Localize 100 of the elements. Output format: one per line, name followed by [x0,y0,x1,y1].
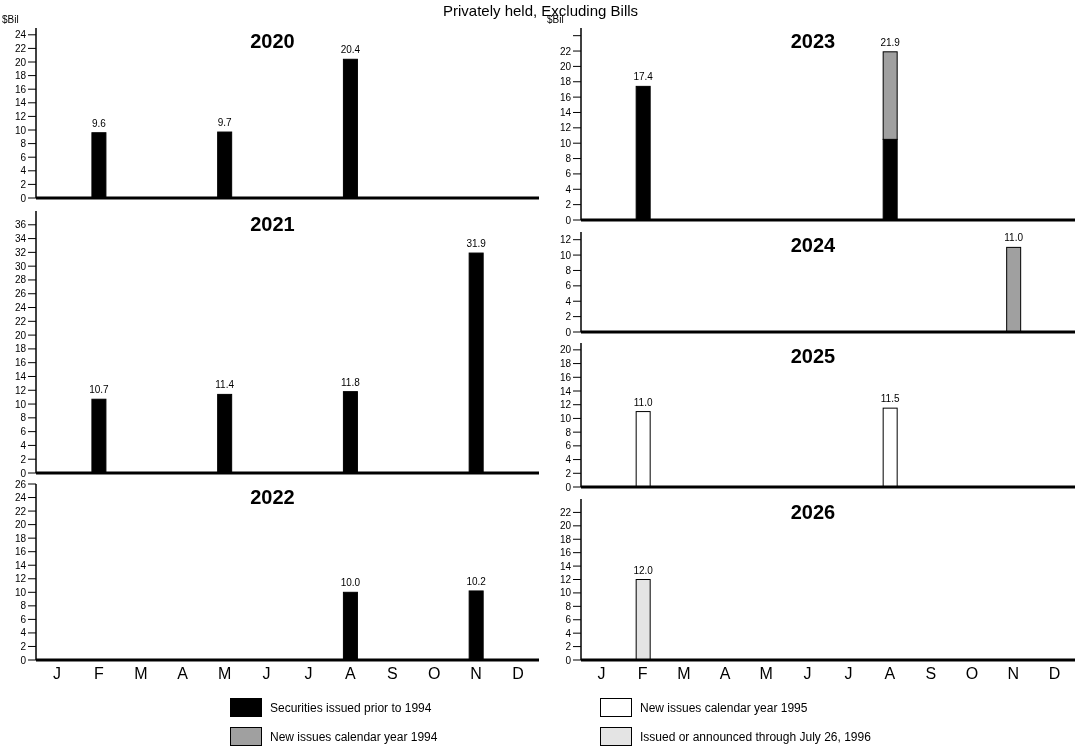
total-label: 11.8 [341,376,361,388]
y-tick-label: 26 [14,478,27,490]
x-tick-label: J [844,665,853,683]
y-tick-label: 4 [565,295,572,307]
y-tick-label: 8 [20,412,27,424]
y-tick-label: 16 [14,83,27,95]
y-tick-label: 0 [565,654,572,666]
y-tick-label: 12 [559,574,572,586]
chart-title: 2024 [790,234,836,256]
y-tick-label: 20 [14,56,27,68]
y-tick-label: 6 [20,426,27,438]
y-tick-label: 16 [559,91,572,103]
y-tick-label: 6 [565,168,572,180]
y-tick-label: 14 [14,97,27,109]
y-tick-label: 10 [559,249,572,261]
chart-title: 2021 [250,213,295,235]
total-label: 9.6 [91,117,107,129]
y-tick-label: 14 [14,371,27,383]
legend-label: New issues calendar year 1995 [640,700,808,715]
total-label: 11.0 [1004,232,1024,244]
x-tick-label: S [925,665,937,683]
chart-title: 2022 [250,486,295,508]
y-tick-label: 8 [20,138,27,150]
y-tick-label: 2 [565,641,572,653]
x-tick-label: M [677,665,691,683]
y-tick-label: 14 [14,559,27,571]
y-tick-label: 0 [20,192,27,204]
total-label: 10.2 [466,575,487,587]
y-tick-label: 0 [565,214,572,226]
x-tick-label: N [470,665,482,683]
y-tick-label: 2 [565,199,572,211]
y-tick-label: 24 [14,492,27,504]
y-tick-label: 20 [559,520,572,532]
x-tick-label: D [1048,665,1061,683]
y-tick-label: 16 [14,546,27,558]
y-tick-label: 32 [14,246,27,258]
y-tick-label: 16 [14,357,27,369]
y-tick-label: 6 [565,440,572,452]
x-tick-label: A [345,665,357,683]
y-tick-label: 36 [14,219,27,231]
y-tick-label: 20 [559,344,572,356]
total-label: 10.7 [89,384,110,396]
y-tick-label: 10 [14,124,27,136]
chart-title: 2025 [790,345,836,367]
x-tick-label: M [759,665,773,683]
legend-label: New issues calendar year 1994 [270,729,438,744]
y-tick-label: 4 [565,183,572,195]
y-tick-label: 10 [14,586,27,598]
y-tick-label: 22 [14,42,27,54]
y-tick-label: 22 [559,506,572,518]
y-tick-label: 0 [20,467,27,479]
y-tick-label: 14 [559,560,572,572]
y-tick-label: 8 [20,600,27,612]
y-tick-label: 8 [565,426,572,438]
y-tick-label: 28 [14,274,27,286]
y-tick-label: 0 [565,481,572,493]
x-tick-label: S [386,665,398,683]
y-tick-label: 10 [559,412,572,424]
x-tick-label: N [1007,665,1020,683]
total-label: 11.0 [633,396,653,408]
x-tick-label: A [177,665,189,683]
y-tick-label: 10 [559,137,572,149]
y-tick-label: 4 [20,627,27,639]
y-tick-label: 18 [14,343,27,355]
y-tick-label: 20 [559,60,572,72]
y-axis-title: $Bil [2,14,19,25]
y-tick-label: 20 [14,329,27,341]
y-tick-label: 0 [20,654,27,666]
y-tick-label: 8 [565,265,572,277]
x-tick-label: F [637,665,648,683]
y-tick-label: 22 [14,505,27,517]
chart-title: 2020 [250,30,295,52]
y-tick-label: 6 [565,614,572,626]
y-tick-label: 12 [559,234,572,246]
y-tick-label: 24 [14,29,27,41]
total-label: 11.5 [880,393,900,405]
x-tick-label: M [134,665,148,683]
y-tick-label: 2 [20,178,27,190]
x-tick-label: J [304,665,313,683]
chart-title: 2026 [790,501,836,523]
y-tick-label: 4 [20,439,27,451]
y-tick-label: 4 [565,454,572,466]
y-tick-label: 10 [559,587,572,599]
x-tick-label: J [597,665,606,683]
y-tick-label: 12 [559,122,572,134]
y-tick-label: 14 [559,385,572,397]
x-tick-label: A [719,665,731,683]
y-tick-label: 16 [559,371,572,383]
legend-label: Securities issued prior to 1994 [270,700,432,715]
x-tick-label: M [217,665,232,683]
x-tick-label: O [427,665,441,683]
y-tick-label: 34 [14,233,27,245]
total-label: 20.4 [340,44,361,56]
y-tick-label: 8 [565,600,572,612]
y-tick-label: 18 [559,76,572,88]
total-label: 21.9 [880,36,901,48]
y-tick-label: 6 [20,613,27,625]
x-tick-label: J [803,665,812,683]
y-tick-label: 12 [14,384,27,396]
y-tick-label: 14 [559,107,572,119]
